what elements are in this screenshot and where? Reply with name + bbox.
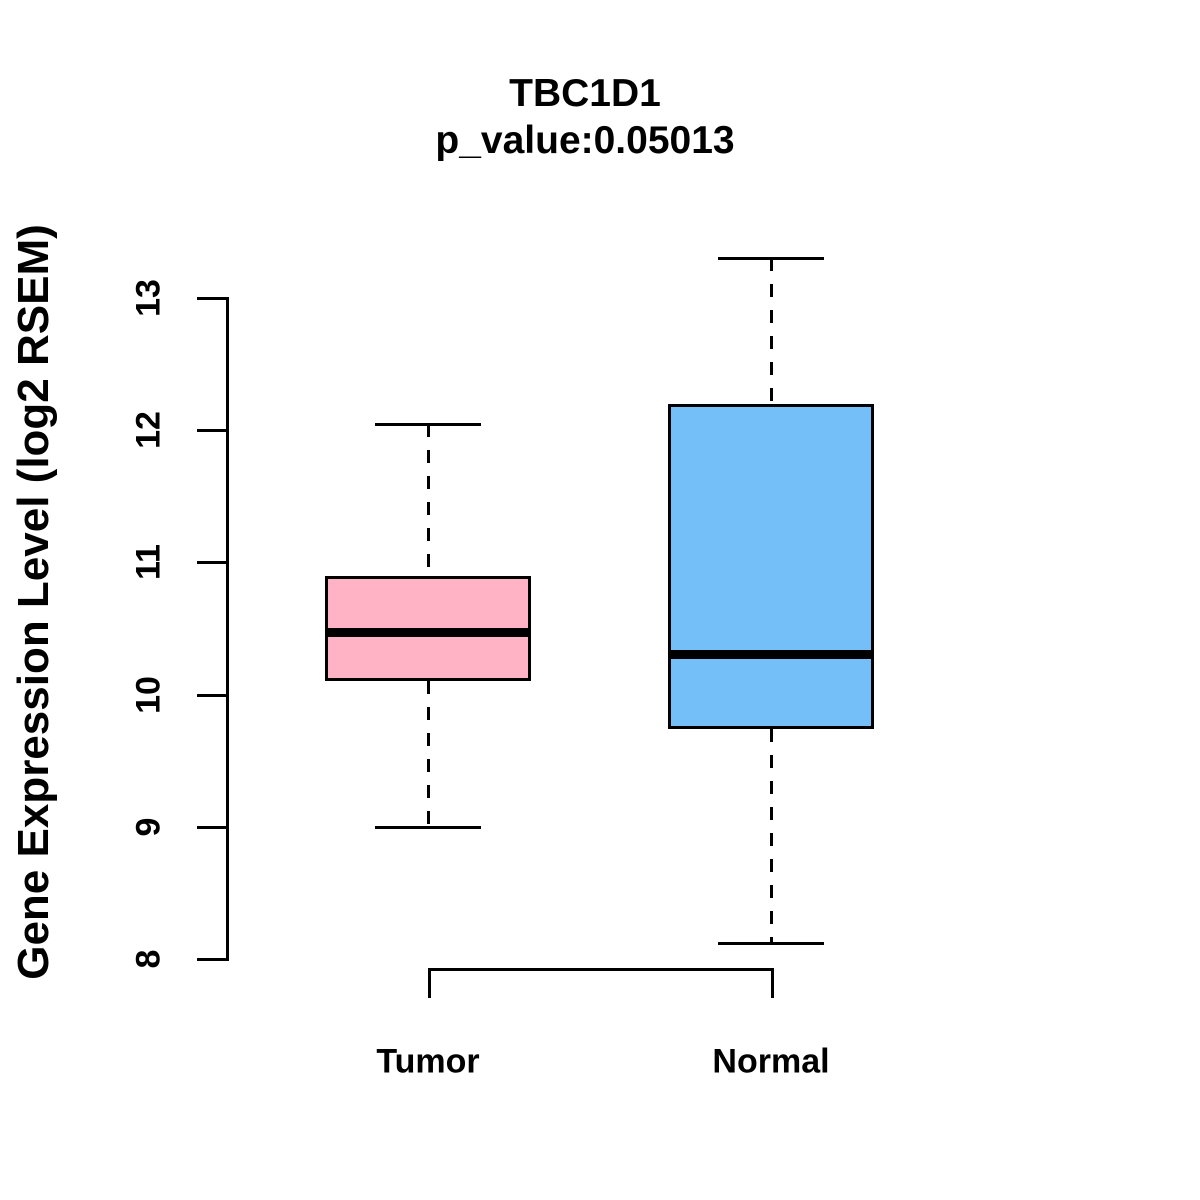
y-axis-tick [197, 297, 226, 300]
y-axis-tick [197, 958, 226, 961]
y-axis-tick [197, 825, 226, 829]
y-axis-tick-label: 8 [129, 949, 168, 969]
median-line [668, 650, 874, 660]
category-label-tumor: Tumor [376, 1042, 480, 1081]
y-axis-tick-label: 13 [129, 279, 168, 317]
upper-whisker-cap [375, 422, 481, 426]
y-axis-tick-label: 11 [129, 544, 168, 581]
chart-title-block: TBC1D1 p_value:0.05013 [0, 70, 1170, 164]
chart-subtitle: p_value:0.05013 [435, 119, 735, 162]
upper-whisker [770, 258, 773, 404]
median-line [325, 627, 531, 637]
y-axis-line [226, 297, 229, 961]
lower-whisker [427, 681, 430, 827]
category-label-normal: Normal [712, 1042, 830, 1081]
chart-title: TBC1D1 [509, 72, 661, 115]
bracket-line [428, 968, 774, 971]
y-axis-tick [197, 693, 226, 697]
y-axis-tick-label: 9 [129, 817, 168, 837]
bracket-arm [428, 968, 431, 998]
bracket-arm [771, 968, 774, 998]
y-axis-tick-label: 12 [129, 411, 168, 450]
upper-whisker-cap [718, 257, 824, 261]
iqr-box [668, 403, 874, 729]
y-axis-tick [197, 429, 226, 433]
lower-whisker [770, 728, 773, 944]
lower-whisker-cap [718, 942, 824, 946]
y-axis-tick-label: 10 [129, 675, 168, 714]
y-axis-tick [197, 561, 226, 565]
lower-whisker-cap [375, 825, 481, 829]
upper-whisker [427, 423, 430, 576]
